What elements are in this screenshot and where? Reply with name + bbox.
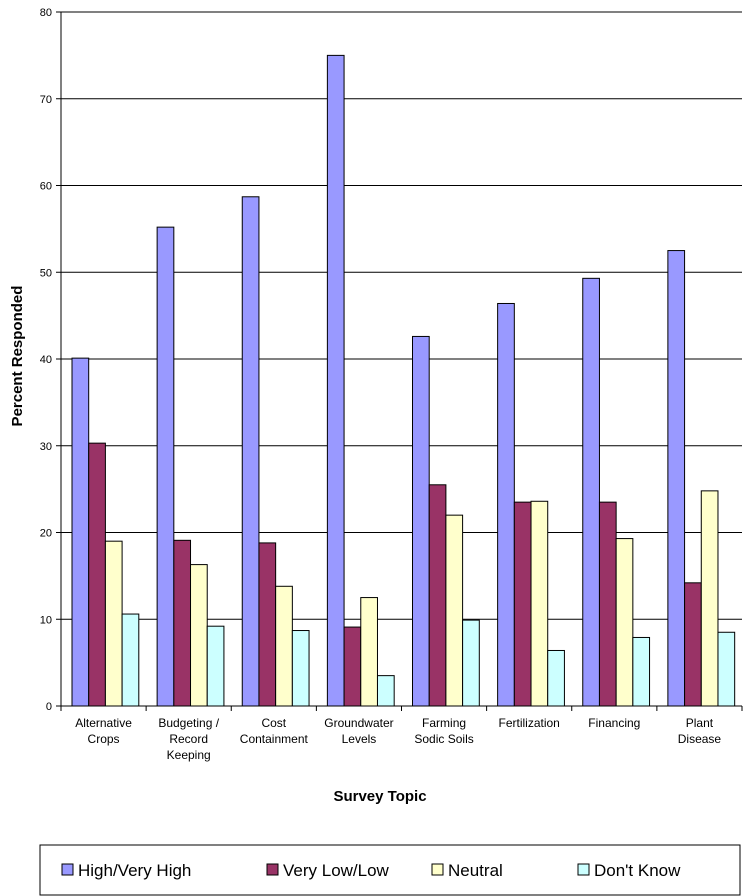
legend-label: Neutral: [448, 861, 503, 880]
y-tick-label: 80: [40, 7, 52, 19]
y-tick-label: 30: [40, 441, 52, 453]
x-category-label: Containment: [240, 732, 309, 746]
bar-very-low-low-4: [428, 484, 447, 707]
x-category-label: Alternative: [75, 716, 132, 730]
bar-very-low-low-0: [88, 442, 106, 707]
x-category-label: Farming: [422, 716, 466, 730]
x-category-label: Record: [169, 732, 208, 746]
bar-don-t-know-1: [206, 625, 225, 707]
y-tick-label: 0: [46, 701, 52, 713]
y-axis-title: Percent Responded: [9, 286, 26, 427]
bar-very-low-low-3: [343, 626, 362, 707]
bar-very-low-low-7: [684, 582, 702, 707]
bar-very-low-low-2: [258, 542, 277, 707]
y-tick-label: 40: [40, 354, 52, 366]
bar-very-low-low-5: [513, 501, 532, 707]
legend-frame: [39, 844, 741, 896]
x-category-label: Fertilization: [499, 716, 560, 730]
bar-high-very-high-6: [582, 277, 600, 707]
legend-items: High/Very High Very Low/Low Neutral Don't K…: [61, 861, 681, 880]
bar-high-very-high-4: [412, 335, 430, 707]
bar-high-very-high-1: [156, 226, 175, 707]
bar-don-t-know-4: [462, 619, 480, 707]
legend-swatch: [61, 863, 74, 876]
axes: [56, 11, 743, 711]
bar-don-t-know-0: [121, 613, 140, 707]
x-axis-title: Survey Topic: [333, 788, 426, 805]
x-category-label: Financing: [588, 716, 640, 730]
legend-label: Very Low/Low: [283, 861, 390, 880]
bar-neutral-4: [445, 514, 464, 707]
x-category-label: Keeping: [167, 748, 211, 762]
bar-neutral-2: [275, 585, 293, 707]
bar-high-very-high-5: [497, 302, 515, 707]
x-category-label: Disease: [678, 732, 722, 746]
bar-neutral-3: [360, 597, 378, 707]
legend-label: High/Very High: [78, 861, 191, 880]
bar-very-low-low-1: [173, 539, 192, 707]
legend-swatch: [266, 863, 279, 876]
x-category-label: Budgeting /: [158, 716, 219, 730]
bar-neutral-6: [615, 538, 634, 707]
bar-very-low-low-6: [598, 501, 617, 707]
x-category-label: Levels: [342, 732, 377, 746]
bar-don-t-know-2: [291, 630, 310, 707]
legend-swatch: [431, 863, 444, 876]
bar-neutral-1: [190, 564, 208, 707]
x-category-label: Cost: [261, 716, 286, 730]
gridlines: [61, 11, 742, 620]
y-tick-labels: 0 10 20 30 40 50 60 70 80: [40, 7, 52, 713]
bar-neutral-7: [700, 490, 719, 707]
bar-don-t-know-5: [547, 649, 565, 707]
y-tick-label: 60: [40, 181, 52, 193]
legend-swatch: [577, 863, 590, 876]
bar-don-t-know-3: [376, 675, 395, 707]
legend-label: Don't Know: [594, 861, 681, 880]
x-category-labels: Alternative Crops Budgeting / Record Keeping…: [75, 716, 721, 762]
y-tick-label: 20: [40, 528, 52, 540]
bar-don-t-know-6: [632, 636, 651, 707]
bar-high-very-high-2: [241, 196, 260, 707]
bar-don-t-know-7: [717, 631, 736, 707]
bar-high-very-high-3: [326, 54, 345, 707]
bars: [71, 54, 736, 707]
x-category-label: Plant: [686, 716, 714, 730]
x-category-label: Crops: [88, 732, 120, 746]
y-tick-label: 50: [40, 267, 52, 279]
y-tick-label: 70: [40, 94, 52, 106]
bar-high-very-high-0: [71, 357, 90, 707]
bar-high-very-high-7: [667, 250, 686, 707]
bar-neutral-5: [530, 500, 549, 707]
x-category-label: Groundwater: [324, 716, 393, 730]
bar-neutral-0: [104, 540, 123, 707]
y-tick-label: 10: [40, 614, 52, 626]
x-category-label: Sodic Soils: [414, 732, 473, 746]
legend: High/Very High Very Low/Low Neutral Don't K…: [39, 844, 741, 896]
